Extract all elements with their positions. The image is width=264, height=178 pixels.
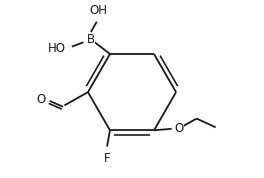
Text: F: F <box>104 152 110 165</box>
Text: B: B <box>87 33 95 46</box>
Text: HO: HO <box>48 42 66 55</box>
Text: O: O <box>175 122 184 135</box>
Text: O: O <box>36 93 45 106</box>
Text: OH: OH <box>89 4 107 17</box>
